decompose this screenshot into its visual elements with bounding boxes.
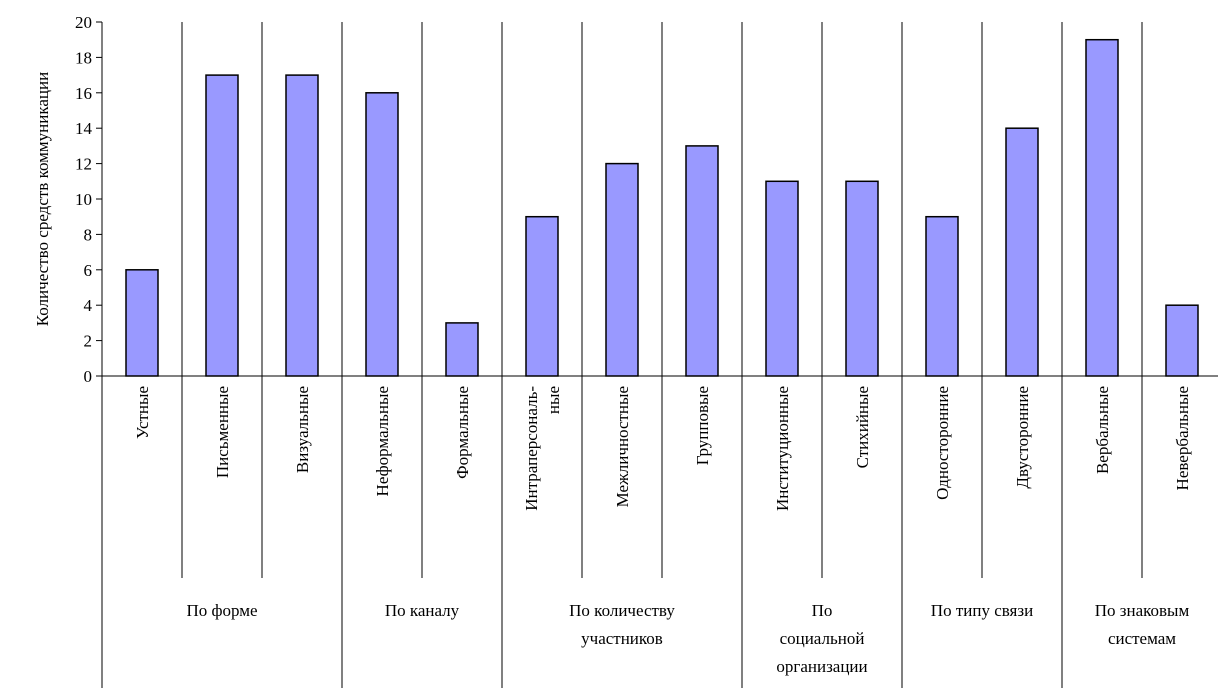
category-label: ные <box>544 386 563 414</box>
y-tick-label: 6 <box>84 261 93 280</box>
group-label: По количеству <box>569 601 675 620</box>
y-tick-label: 16 <box>75 84 92 103</box>
category-label: Визуальные <box>293 386 312 473</box>
category-label: Письменные <box>213 386 232 478</box>
bar-2 <box>205 74 239 377</box>
group-label: участников <box>581 629 663 648</box>
group-label: По типу связи <box>931 601 1033 620</box>
bar-13 <box>1085 38 1119 377</box>
group-label: По знаковым <box>1095 601 1190 620</box>
group-label: организации <box>776 657 867 676</box>
bar-9 <box>765 180 799 377</box>
y-tick-label: 12 <box>75 155 92 174</box>
bar-10 <box>845 180 879 377</box>
category-label: Межличностные <box>613 386 632 507</box>
y-tick-label: 20 <box>75 13 92 32</box>
bar-12 <box>1005 127 1039 377</box>
bar-14 <box>1165 304 1199 377</box>
category-label: Устные <box>133 386 152 439</box>
category-label: Вербальные <box>1093 386 1112 474</box>
bar-11 <box>925 215 959 377</box>
y-tick-label: 10 <box>75 190 92 209</box>
group-label: По каналу <box>385 601 460 620</box>
bar-8 <box>685 145 719 377</box>
bar-6 <box>525 215 559 377</box>
bar-1 <box>125 269 159 377</box>
y-tick-label: 2 <box>84 332 93 351</box>
category-label: Невербальные <box>1173 386 1192 490</box>
y-tick-label: 18 <box>75 48 92 67</box>
category-label: Стихийные <box>853 386 872 468</box>
group-label: системам <box>1108 629 1176 648</box>
category-label: Институционные <box>773 386 792 511</box>
category-label: Групповые <box>693 386 712 465</box>
y-tick-label: 14 <box>75 119 93 138</box>
bar-3 <box>285 74 319 377</box>
group-label: социальной <box>780 629 865 648</box>
y-tick-label: 0 <box>84 367 93 386</box>
category-label: Формальные <box>453 386 472 479</box>
category-label: Интраперсональ- <box>522 386 541 511</box>
bar-5 <box>445 322 479 377</box>
bar-4 <box>365 92 399 377</box>
category-label: Двусторонние <box>1013 386 1032 489</box>
y-tick-label: 4 <box>84 296 93 315</box>
bar-7 <box>605 162 639 377</box>
category-label: Неформальные <box>373 386 392 496</box>
category-label: Односторонние <box>933 386 952 500</box>
y-axis-label: Количество средств коммуникации <box>33 72 52 326</box>
group-label: По <box>812 601 833 620</box>
group-label: По форме <box>186 601 257 620</box>
y-tick-label: 8 <box>84 225 93 244</box>
